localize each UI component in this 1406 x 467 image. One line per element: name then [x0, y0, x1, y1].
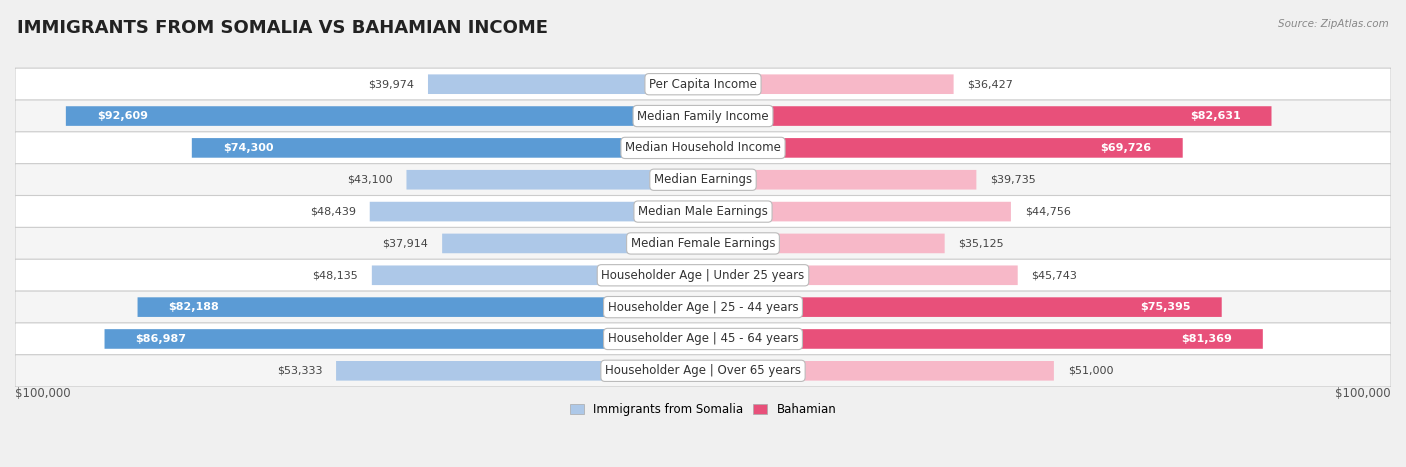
Text: $82,188: $82,188	[169, 302, 219, 312]
Text: $35,125: $35,125	[959, 239, 1004, 248]
FancyBboxPatch shape	[703, 234, 945, 253]
FancyBboxPatch shape	[370, 202, 703, 221]
FancyBboxPatch shape	[66, 106, 703, 126]
FancyBboxPatch shape	[703, 74, 953, 94]
Text: Source: ZipAtlas.com: Source: ZipAtlas.com	[1278, 19, 1389, 28]
FancyBboxPatch shape	[104, 329, 703, 349]
FancyBboxPatch shape	[15, 259, 1391, 291]
FancyBboxPatch shape	[15, 132, 1391, 164]
Text: Median Earnings: Median Earnings	[654, 173, 752, 186]
Text: $92,609: $92,609	[97, 111, 148, 121]
Text: Householder Age | Over 65 years: Householder Age | Over 65 years	[605, 364, 801, 377]
FancyBboxPatch shape	[15, 355, 1391, 387]
FancyBboxPatch shape	[703, 170, 976, 190]
Text: $51,000: $51,000	[1067, 366, 1114, 376]
FancyBboxPatch shape	[15, 291, 1391, 323]
FancyBboxPatch shape	[703, 138, 1182, 158]
Text: IMMIGRANTS FROM SOMALIA VS BAHAMIAN INCOME: IMMIGRANTS FROM SOMALIA VS BAHAMIAN INCO…	[17, 19, 548, 37]
Text: $82,631: $82,631	[1189, 111, 1240, 121]
Text: $44,756: $44,756	[1025, 206, 1070, 217]
Text: $69,726: $69,726	[1101, 143, 1152, 153]
Text: $74,300: $74,300	[222, 143, 273, 153]
Text: $43,100: $43,100	[347, 175, 392, 185]
Text: $100,000: $100,000	[15, 387, 70, 400]
Legend: Immigrants from Somalia, Bahamian: Immigrants from Somalia, Bahamian	[565, 398, 841, 421]
Text: $81,369: $81,369	[1181, 334, 1232, 344]
Text: $36,427: $36,427	[967, 79, 1014, 89]
Text: Householder Age | 25 - 44 years: Householder Age | 25 - 44 years	[607, 301, 799, 314]
FancyBboxPatch shape	[15, 68, 1391, 100]
FancyBboxPatch shape	[703, 361, 1054, 381]
FancyBboxPatch shape	[703, 265, 1018, 285]
Text: $45,743: $45,743	[1032, 270, 1077, 280]
FancyBboxPatch shape	[703, 297, 1222, 317]
FancyBboxPatch shape	[138, 297, 703, 317]
Text: Median Family Income: Median Family Income	[637, 110, 769, 122]
FancyBboxPatch shape	[15, 227, 1391, 260]
Text: $48,135: $48,135	[312, 270, 359, 280]
Text: Median Male Earnings: Median Male Earnings	[638, 205, 768, 218]
FancyBboxPatch shape	[15, 323, 1391, 355]
Text: $39,974: $39,974	[368, 79, 415, 89]
FancyBboxPatch shape	[15, 100, 1391, 132]
Text: Median Household Income: Median Household Income	[626, 142, 780, 155]
FancyBboxPatch shape	[371, 265, 703, 285]
FancyBboxPatch shape	[15, 163, 1391, 196]
FancyBboxPatch shape	[703, 202, 1011, 221]
Text: Per Capita Income: Per Capita Income	[650, 78, 756, 91]
Text: $48,439: $48,439	[309, 206, 356, 217]
FancyBboxPatch shape	[15, 196, 1391, 228]
FancyBboxPatch shape	[406, 170, 703, 190]
Text: Householder Age | 45 - 64 years: Householder Age | 45 - 64 years	[607, 333, 799, 346]
FancyBboxPatch shape	[703, 329, 1263, 349]
FancyBboxPatch shape	[441, 234, 703, 253]
FancyBboxPatch shape	[191, 138, 703, 158]
Text: Householder Age | Under 25 years: Householder Age | Under 25 years	[602, 269, 804, 282]
Text: $37,914: $37,914	[382, 239, 429, 248]
Text: $100,000: $100,000	[1336, 387, 1391, 400]
Text: $75,395: $75,395	[1140, 302, 1191, 312]
Text: $39,735: $39,735	[990, 175, 1036, 185]
Text: Median Female Earnings: Median Female Earnings	[631, 237, 775, 250]
FancyBboxPatch shape	[336, 361, 703, 381]
Text: $53,333: $53,333	[277, 366, 322, 376]
Text: $86,987: $86,987	[135, 334, 187, 344]
FancyBboxPatch shape	[427, 74, 703, 94]
FancyBboxPatch shape	[703, 106, 1271, 126]
